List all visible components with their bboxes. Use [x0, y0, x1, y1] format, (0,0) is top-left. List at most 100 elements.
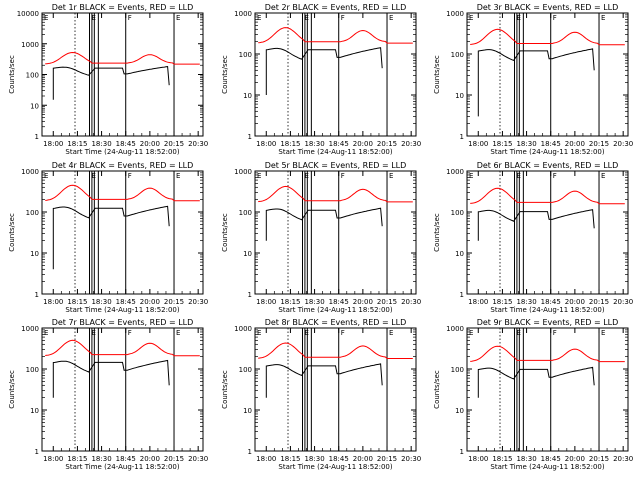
plot-frame: [41, 170, 204, 295]
lld-series-line: [470, 187, 625, 205]
events-series-line: [52, 66, 170, 100]
x-axis-label: Start Time (24-Aug-11 18:52:00): [278, 463, 392, 471]
x-axis-label: Start Time (24-Aug-11 18:52:00): [490, 148, 604, 156]
x-tick-label: 18:15: [280, 455, 300, 463]
flag-label: E: [176, 14, 180, 22]
flag-label: E: [516, 329, 520, 337]
flag-label: E: [389, 172, 393, 180]
y-tick-label: 100: [451, 51, 464, 59]
x-tick-label: 20:30: [188, 455, 208, 463]
y-tick-label: 1: [460, 133, 464, 141]
flag-label: E: [516, 172, 520, 180]
events-series-line: [477, 366, 595, 398]
y-tick-label: 100: [451, 366, 464, 374]
flag-label: E: [44, 329, 48, 337]
y-tick-label: 10000: [17, 10, 39, 18]
panel-det-5: Det 5r BLACK = Events, RED = LLD 1 10 100 10…: [221, 161, 421, 314]
panel-det-6: Det 6r BLACK = Events, RED = LLD 1 10 100 10…: [433, 161, 633, 314]
x-tick-label: 20:00: [140, 140, 160, 148]
x-tick-label: 18:15: [67, 455, 87, 463]
y-axis-label: Counts/sec: [433, 213, 441, 252]
flag-label: E: [601, 329, 605, 337]
lld-series-line: [258, 27, 413, 44]
plot-frame: [466, 170, 629, 295]
x-tick-label: 20:00: [140, 298, 160, 306]
lld-series-line: [470, 28, 625, 46]
flag-label: E: [257, 329, 261, 337]
y-tick-label: 100: [451, 209, 464, 217]
y-tick-label: 10: [243, 250, 252, 258]
x-tick-label: 18:00: [468, 140, 488, 148]
x-tick-label: 20:15: [377, 140, 397, 148]
y-tick-label: 10: [30, 250, 39, 258]
plot-frame: [254, 327, 417, 452]
y-tick-label: 100: [26, 366, 39, 374]
flag-label: E: [469, 172, 473, 180]
y-tick-label: 1000: [21, 41, 39, 49]
y-tick-label: 1000: [234, 10, 252, 18]
x-axis-label: Start Time (24-Aug-11 18:52:00): [65, 306, 179, 314]
y-tick-label: 1: [248, 133, 252, 141]
x-tick-label: 20:30: [188, 140, 208, 148]
lld-series-line: [45, 51, 200, 65]
x-tick-label: 18:15: [280, 298, 300, 306]
x-tick-label: 18:45: [541, 455, 561, 463]
x-tick-label: 18:00: [43, 140, 63, 148]
x-tick-label: 20:15: [164, 455, 184, 463]
flag-label: E: [257, 172, 261, 180]
y-tick-label: 1000: [21, 168, 39, 176]
flag-label: E: [304, 329, 308, 337]
x-tick-label: 18:30: [91, 298, 111, 306]
x-tick-label: 20:30: [188, 298, 208, 306]
y-tick-label: 1: [35, 291, 39, 299]
plot-frame: [466, 327, 629, 452]
x-tick-label: 18:30: [91, 455, 111, 463]
y-tick-label: 1: [248, 448, 252, 456]
x-tick-label: 18:45: [541, 140, 561, 148]
y-tick-label: 1: [35, 133, 39, 141]
panel-det-2: Det 2r BLACK = Events, RED = LLD 1 10 100 10…: [221, 3, 421, 156]
events-series-line: [52, 205, 170, 270]
x-tick-label: 18:00: [468, 455, 488, 463]
panel-det-8: Det 8r BLACK = Events, RED = LLD 1 10 100 10…: [221, 318, 421, 471]
x-tick-label: 20:00: [353, 140, 373, 148]
flag-label: E: [601, 172, 605, 180]
x-tick-label: 18:45: [329, 455, 349, 463]
events-series-line: [477, 48, 595, 117]
x-axis-label: Start Time (24-Aug-11 18:52:00): [490, 463, 604, 471]
y-tick-label: 1: [248, 291, 252, 299]
x-tick-label: 20:15: [589, 455, 609, 463]
y-tick-label: 10: [455, 407, 464, 415]
x-tick-label: 18:45: [116, 455, 136, 463]
events-series-line: [265, 207, 383, 241]
x-tick-label: 18:30: [91, 140, 111, 148]
x-tick-label: 20:00: [565, 298, 585, 306]
y-axis-label: Counts/sec: [221, 370, 229, 409]
y-axis-label: Counts/sec: [433, 370, 441, 409]
x-tick-label: 20:00: [565, 140, 585, 148]
flag-label: F: [341, 329, 345, 337]
flag-label: F: [128, 14, 132, 22]
flag-label: E: [91, 172, 95, 180]
flag-label: E: [304, 172, 308, 180]
x-tick-label: 18:30: [304, 298, 324, 306]
flag-label: F: [341, 14, 345, 22]
x-tick-label: 18:00: [256, 455, 276, 463]
flag-label: E: [516, 14, 520, 22]
x-tick-label: 18:15: [492, 140, 512, 148]
x-tick-label: 18:45: [541, 298, 561, 306]
x-tick-label: 18:15: [492, 455, 512, 463]
x-tick-label: 18:30: [304, 455, 324, 463]
x-tick-label: 18:45: [329, 140, 349, 148]
x-tick-label: 18:15: [492, 298, 512, 306]
flag-label: E: [257, 14, 261, 22]
plot-frame: [41, 327, 204, 452]
y-tick-label: 100: [26, 72, 39, 80]
y-axis-label: Counts/sec: [8, 213, 16, 252]
y-tick-label: 10: [30, 407, 39, 415]
x-tick-label: 18:00: [43, 298, 63, 306]
panel-title: Det 7r BLACK = Events, RED = LLD: [52, 318, 194, 327]
flag-label: F: [553, 172, 557, 180]
x-axis-label: Start Time (24-Aug-11 18:52:00): [65, 463, 179, 471]
y-tick-label: 1: [460, 448, 464, 456]
